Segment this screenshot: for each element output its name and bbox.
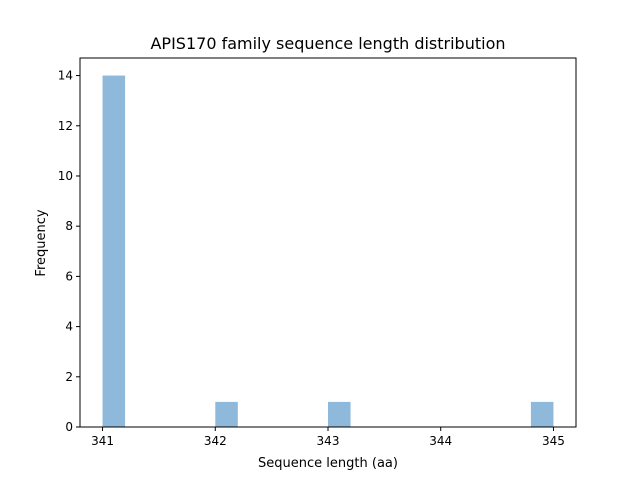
y-tick-label: 0 — [65, 420, 73, 434]
x-axis-ticks: 341 342 343 344 345 — [91, 427, 565, 448]
y-tick-label: 4 — [65, 320, 73, 334]
y-tick-label: 6 — [65, 269, 73, 283]
histogram-bars — [102, 75, 554, 428]
x-tick-label: 344 — [429, 434, 452, 448]
y-tick-label: 8 — [65, 219, 73, 233]
axes-frame — [79, 57, 577, 428]
chart-title: APIS170 family sequence length distribut… — [150, 34, 505, 53]
y-tick-label: 14 — [58, 69, 73, 83]
y-tick-label: 10 — [58, 169, 73, 183]
histogram-bar — [215, 401, 238, 427]
x-tick-label: 343 — [317, 434, 340, 448]
histogram-bar — [530, 401, 554, 427]
histogram-bar — [328, 401, 351, 427]
x-tick-label: 342 — [204, 434, 227, 448]
y-axis-label: Frequency — [34, 209, 49, 276]
y-axis-ticks: 0 2 4 6 8 10 12 14 — [58, 69, 80, 434]
x-tick-label: 345 — [542, 434, 565, 448]
histogram-bar — [102, 75, 126, 428]
y-tick-label: 2 — [65, 370, 73, 384]
x-tick-label: 341 — [91, 434, 114, 448]
y-tick-label: 12 — [58, 119, 73, 133]
x-axis-label: Sequence length (aa) — [258, 456, 398, 471]
